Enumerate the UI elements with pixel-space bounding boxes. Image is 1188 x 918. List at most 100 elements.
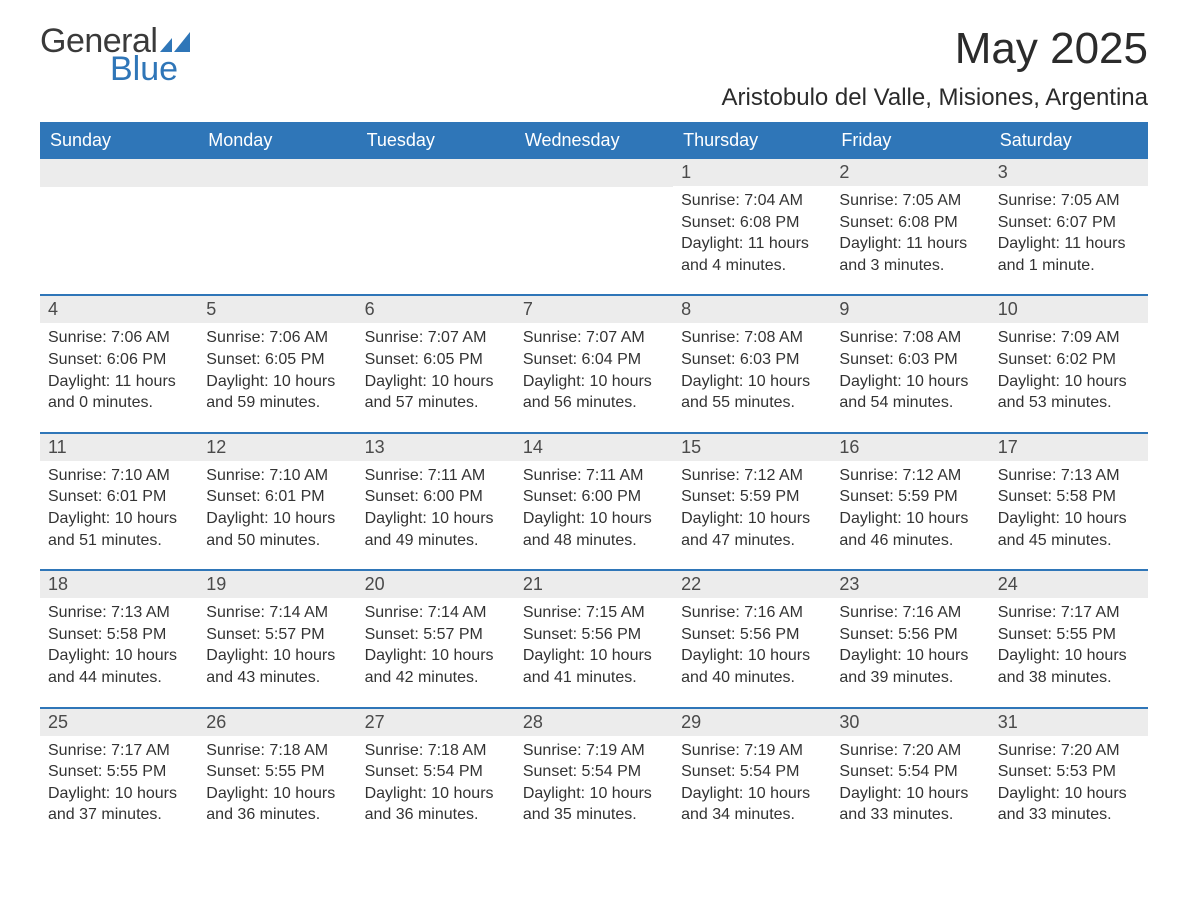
day-data: Sunrise: 7:07 AMSunset: 6:05 PMDaylight:… <box>357 327 515 413</box>
day-cell: 11Sunrise: 7:10 AMSunset: 6:01 PMDayligh… <box>40 434 198 569</box>
day-number: 10 <box>990 296 1148 323</box>
day-data: Sunrise: 7:18 AMSunset: 5:55 PMDaylight:… <box>198 740 356 826</box>
week-row: 1Sunrise: 7:04 AMSunset: 6:08 PMDaylight… <box>40 159 1148 294</box>
sunrise-text: Sunrise: 7:14 AM <box>206 602 348 624</box>
daylight-text: Daylight: 10 hours and 35 minutes. <box>523 783 665 826</box>
daylight-text: Daylight: 10 hours and 45 minutes. <box>998 508 1140 551</box>
day-number: 6 <box>357 296 515 323</box>
location-text: Aristobulo del Valle, Misiones, Argentin… <box>722 84 1148 112</box>
day-cell: 1Sunrise: 7:04 AMSunset: 6:08 PMDaylight… <box>673 159 831 294</box>
sunrise-text: Sunrise: 7:09 AM <box>998 327 1140 349</box>
week-row: 11Sunrise: 7:10 AMSunset: 6:01 PMDayligh… <box>40 432 1148 569</box>
day-number: 23 <box>831 571 989 598</box>
daylight-text: Daylight: 10 hours and 37 minutes. <box>48 783 190 826</box>
sunset-text: Sunset: 6:08 PM <box>681 212 823 234</box>
sunset-text: Sunset: 6:08 PM <box>839 212 981 234</box>
day-number: 7 <box>515 296 673 323</box>
week-row: 25Sunrise: 7:17 AMSunset: 5:55 PMDayligh… <box>40 707 1148 844</box>
day-data: Sunrise: 7:19 AMSunset: 5:54 PMDaylight:… <box>673 740 831 826</box>
sunrise-text: Sunrise: 7:04 AM <box>681 190 823 212</box>
day-number: 19 <box>198 571 356 598</box>
sunrise-text: Sunrise: 7:06 AM <box>206 327 348 349</box>
day-number: 2 <box>831 159 989 186</box>
month-title: May 2025 <box>722 24 1148 74</box>
day-cell: 28Sunrise: 7:19 AMSunset: 5:54 PMDayligh… <box>515 709 673 844</box>
day-cell: 17Sunrise: 7:13 AMSunset: 5:58 PMDayligh… <box>990 434 1148 569</box>
day-data: Sunrise: 7:04 AMSunset: 6:08 PMDaylight:… <box>673 190 831 276</box>
day-data: Sunrise: 7:11 AMSunset: 6:00 PMDaylight:… <box>515 465 673 551</box>
sunrise-text: Sunrise: 7:11 AM <box>523 465 665 487</box>
week-row: 18Sunrise: 7:13 AMSunset: 5:58 PMDayligh… <box>40 569 1148 706</box>
day-data: Sunrise: 7:06 AMSunset: 6:06 PMDaylight:… <box>40 327 198 413</box>
sunrise-text: Sunrise: 7:14 AM <box>365 602 507 624</box>
day-data: Sunrise: 7:07 AMSunset: 6:04 PMDaylight:… <box>515 327 673 413</box>
day-cell <box>40 159 198 294</box>
sunrise-text: Sunrise: 7:17 AM <box>48 740 190 762</box>
daylight-text: Daylight: 10 hours and 49 minutes. <box>365 508 507 551</box>
day-data: Sunrise: 7:12 AMSunset: 5:59 PMDaylight:… <box>673 465 831 551</box>
sunrise-text: Sunrise: 7:08 AM <box>839 327 981 349</box>
day-data: Sunrise: 7:14 AMSunset: 5:57 PMDaylight:… <box>357 602 515 688</box>
daylight-text: Daylight: 10 hours and 43 minutes. <box>206 645 348 688</box>
day-data: Sunrise: 7:17 AMSunset: 5:55 PMDaylight:… <box>40 740 198 826</box>
day-cell: 29Sunrise: 7:19 AMSunset: 5:54 PMDayligh… <box>673 709 831 844</box>
sunrise-text: Sunrise: 7:17 AM <box>998 602 1140 624</box>
sunrise-text: Sunrise: 7:18 AM <box>365 740 507 762</box>
day-cell: 30Sunrise: 7:20 AMSunset: 5:54 PMDayligh… <box>831 709 989 844</box>
day-cell: 23Sunrise: 7:16 AMSunset: 5:56 PMDayligh… <box>831 571 989 706</box>
daylight-text: Daylight: 10 hours and 53 minutes. <box>998 371 1140 414</box>
day-cell: 15Sunrise: 7:12 AMSunset: 5:59 PMDayligh… <box>673 434 831 569</box>
day-cell: 22Sunrise: 7:16 AMSunset: 5:56 PMDayligh… <box>673 571 831 706</box>
sunset-text: Sunset: 6:03 PM <box>839 349 981 371</box>
sunset-text: Sunset: 5:54 PM <box>839 761 981 783</box>
sunrise-text: Sunrise: 7:12 AM <box>681 465 823 487</box>
sunrise-text: Sunrise: 7:15 AM <box>523 602 665 624</box>
day-data: Sunrise: 7:16 AMSunset: 5:56 PMDaylight:… <box>673 602 831 688</box>
sunrise-text: Sunrise: 7:13 AM <box>998 465 1140 487</box>
daylight-text: Daylight: 10 hours and 46 minutes. <box>839 508 981 551</box>
sunset-text: Sunset: 5:58 PM <box>998 486 1140 508</box>
day-cell: 6 Sunrise: 7:07 AMSunset: 6:05 PMDaylight… <box>357 296 515 431</box>
day-data: Sunrise: 7:20 AMSunset: 5:53 PMDaylight:… <box>990 740 1148 826</box>
day-cell: 4 Sunrise: 7:06 AMSunset: 6:06 PMDaylight… <box>40 296 198 431</box>
day-cell <box>198 159 356 294</box>
sunrise-text: Sunrise: 7:19 AM <box>523 740 665 762</box>
daylight-text: Daylight: 10 hours and 36 minutes. <box>206 783 348 826</box>
day-cell: 18Sunrise: 7:13 AMSunset: 5:58 PMDayligh… <box>40 571 198 706</box>
sunrise-text: Sunrise: 7:08 AM <box>681 327 823 349</box>
day-cell: 8Sunrise: 7:08 AMSunset: 6:03 PMDaylight… <box>673 296 831 431</box>
day-data: Sunrise: 7:19 AMSunset: 5:54 PMDaylight:… <box>515 740 673 826</box>
daylight-text: Daylight: 10 hours and 41 minutes. <box>523 645 665 688</box>
day-cell <box>515 159 673 294</box>
week-row: 4 Sunrise: 7:06 AMSunset: 6:06 PMDaylight… <box>40 294 1148 431</box>
day-data: Sunrise: 7:12 AMSunset: 5:59 PMDaylight:… <box>831 465 989 551</box>
sunrise-text: Sunrise: 7:16 AM <box>681 602 823 624</box>
sunset-text: Sunset: 5:56 PM <box>681 624 823 646</box>
sunset-text: Sunset: 5:56 PM <box>839 624 981 646</box>
day-cell: 2Sunrise: 7:05 AMSunset: 6:08 PMDaylight… <box>831 159 989 294</box>
day-data: Sunrise: 7:11 AMSunset: 6:00 PMDaylight:… <box>357 465 515 551</box>
daylight-text: Daylight: 10 hours and 38 minutes. <box>998 645 1140 688</box>
day-number: 20 <box>357 571 515 598</box>
dayhead-sunday: Sunday <box>40 122 198 159</box>
dayhead-tuesday: Tuesday <box>357 122 515 159</box>
day-number: 31 <box>990 709 1148 736</box>
logo: General Blue <box>40 24 192 86</box>
day-data: Sunrise: 7:08 AMSunset: 6:03 PMDaylight:… <box>673 327 831 413</box>
day-number: 4 <box>40 296 198 323</box>
day-number: 26 <box>198 709 356 736</box>
sunset-text: Sunset: 5:53 PM <box>998 761 1140 783</box>
sunset-text: Sunset: 6:05 PM <box>365 349 507 371</box>
sunset-text: Sunset: 6:04 PM <box>523 349 665 371</box>
sunrise-text: Sunrise: 7:10 AM <box>206 465 348 487</box>
daylight-text: Daylight: 10 hours and 47 minutes. <box>681 508 823 551</box>
day-data: Sunrise: 7:13 AMSunset: 5:58 PMDaylight:… <box>990 465 1148 551</box>
day-number <box>357 159 515 187</box>
sunset-text: Sunset: 5:55 PM <box>48 761 190 783</box>
daylight-text: Daylight: 10 hours and 56 minutes. <box>523 371 665 414</box>
daylight-text: Daylight: 11 hours and 0 minutes. <box>48 371 190 414</box>
title-block: May 2025 Aristobulo del Valle, Misiones,… <box>722 24 1148 112</box>
daylight-text: Daylight: 10 hours and 48 minutes. <box>523 508 665 551</box>
day-number: 12 <box>198 434 356 461</box>
day-cell: 5Sunrise: 7:06 AMSunset: 6:05 PMDaylight… <box>198 296 356 431</box>
